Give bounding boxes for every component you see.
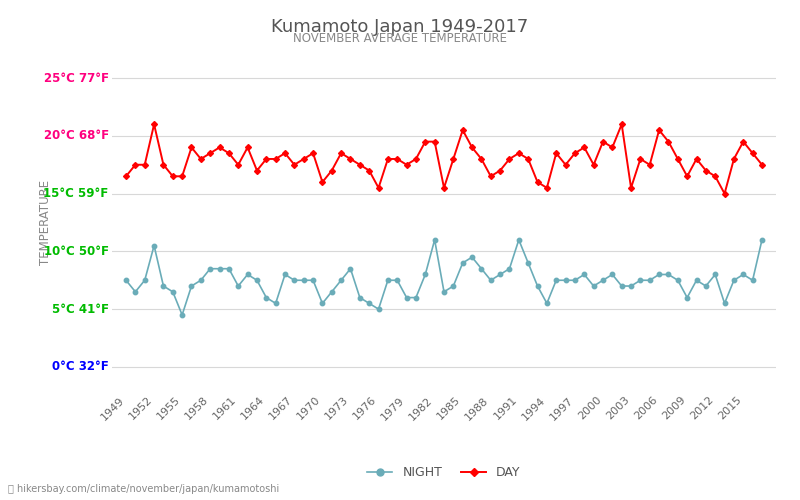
Text: 25°C 77°F: 25°C 77°F	[44, 72, 109, 85]
Text: 🌡 hikersbay.com/climate/november/japan/kumamotoshi: 🌡 hikersbay.com/climate/november/japan/k…	[8, 484, 279, 494]
Text: 15°C 59°F: 15°C 59°F	[43, 187, 109, 200]
Text: 10°C 50°F: 10°C 50°F	[44, 245, 109, 258]
Text: Kumamoto Japan 1949-2017: Kumamoto Japan 1949-2017	[271, 18, 529, 36]
Y-axis label: TEMPERATURE: TEMPERATURE	[38, 180, 51, 265]
Legend: NIGHT, DAY: NIGHT, DAY	[362, 461, 526, 484]
Text: 5°C 41°F: 5°C 41°F	[52, 302, 109, 316]
Text: NOVEMBER AVERAGE TEMPERATURE: NOVEMBER AVERAGE TEMPERATURE	[293, 32, 507, 46]
Text: 0°C 32°F: 0°C 32°F	[52, 360, 109, 374]
Text: 20°C 68°F: 20°C 68°F	[43, 130, 109, 142]
